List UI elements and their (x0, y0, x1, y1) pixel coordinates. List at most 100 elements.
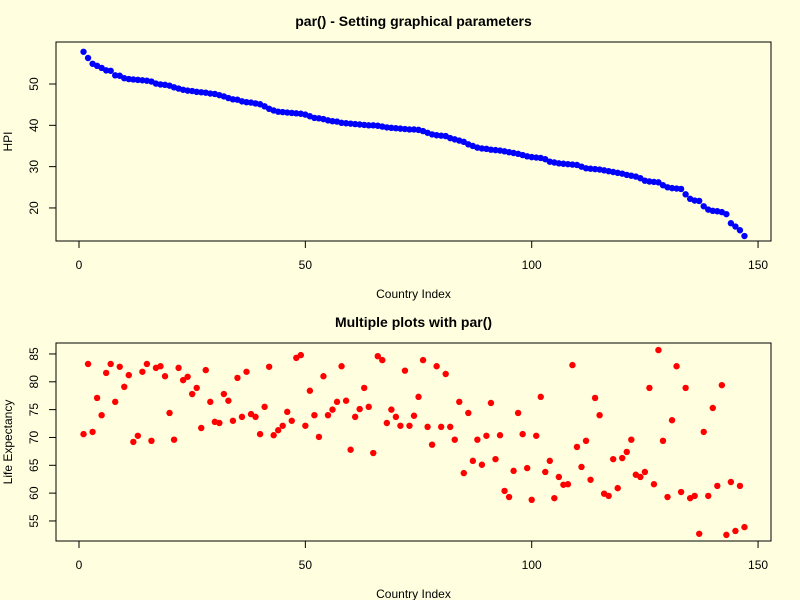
point (569, 361, 576, 369)
point (274, 427, 282, 434)
point (288, 417, 295, 424)
point (347, 446, 354, 453)
y-tick-label: 70 (27, 430, 41, 444)
point (102, 369, 110, 377)
point (415, 393, 422, 401)
point (324, 411, 332, 419)
point (338, 363, 345, 370)
point (397, 422, 404, 429)
point (139, 368, 146, 375)
point (596, 411, 603, 419)
point (202, 366, 209, 374)
y-tick-label: 20 (27, 201, 41, 215)
point (510, 467, 517, 475)
point (333, 398, 341, 406)
point (478, 461, 486, 468)
point (84, 360, 92, 368)
x-tick-label: 50 (299, 558, 313, 572)
point (121, 383, 128, 391)
x-tick-label: 100 (522, 258, 542, 272)
point (564, 481, 572, 488)
point (243, 368, 250, 375)
point (302, 422, 309, 429)
x-tick-label: 150 (748, 558, 768, 572)
point (388, 406, 395, 413)
point (112, 398, 119, 406)
x-tick-label: 100 (522, 558, 542, 572)
point (691, 492, 698, 500)
point (188, 390, 196, 398)
y-axis-label: Life Expectancy (1, 400, 15, 485)
point (659, 437, 667, 445)
point (677, 488, 685, 496)
point (365, 122, 372, 129)
point (361, 384, 368, 392)
point (533, 432, 540, 439)
y-tick-label: 40 (27, 118, 41, 132)
point (80, 430, 87, 438)
point (148, 437, 155, 445)
point (143, 360, 151, 368)
point (714, 482, 721, 490)
point (220, 390, 228, 398)
point (225, 397, 232, 404)
point (370, 449, 377, 457)
point (216, 419, 223, 427)
point (727, 478, 735, 486)
x-axis-label: Country Index (376, 287, 451, 301)
point (587, 476, 594, 483)
point (428, 441, 436, 448)
chart-title: Multiple plots with par() (335, 314, 492, 330)
point (89, 428, 96, 436)
point (116, 363, 123, 370)
point (664, 493, 671, 501)
point (523, 464, 531, 472)
point (238, 413, 246, 421)
point (514, 409, 522, 417)
point (406, 126, 413, 133)
point (161, 373, 169, 380)
point (555, 473, 563, 481)
y-tick-label: 60 (27, 486, 41, 500)
point (465, 409, 472, 417)
point (591, 394, 599, 402)
point (419, 356, 427, 364)
point (696, 530, 703, 537)
x-tick-label: 50 (299, 258, 313, 272)
point (351, 413, 359, 421)
point (696, 197, 703, 205)
point (709, 404, 716, 412)
point (474, 436, 481, 443)
point (379, 356, 386, 364)
point (410, 412, 418, 419)
point (401, 367, 409, 374)
point (270, 432, 277, 439)
point (442, 370, 449, 378)
point (519, 430, 526, 438)
point (700, 203, 707, 210)
point (356, 405, 363, 413)
y-tick-label: 85 (27, 347, 41, 361)
point (673, 363, 680, 370)
point (501, 487, 508, 495)
point (261, 403, 268, 411)
point (311, 411, 318, 419)
point (741, 232, 748, 240)
y-tick-label: 65 (27, 458, 41, 472)
point (619, 454, 626, 462)
point (252, 413, 259, 421)
y-axis-label: HPI (1, 131, 15, 151)
point (193, 384, 200, 392)
point (297, 351, 305, 359)
point (605, 492, 612, 500)
point (460, 469, 467, 477)
point (80, 48, 87, 55)
point (179, 376, 187, 384)
point (655, 346, 662, 354)
y-tick-label: 30 (27, 160, 41, 174)
point (505, 493, 513, 501)
point (528, 496, 535, 504)
point (84, 54, 92, 62)
point (320, 373, 327, 380)
